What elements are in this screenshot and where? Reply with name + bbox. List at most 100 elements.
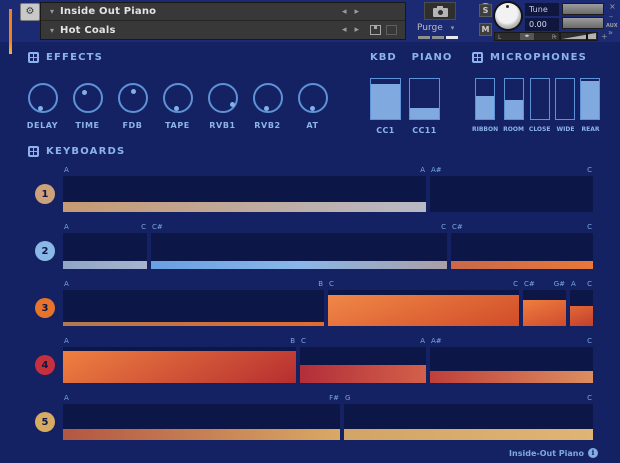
prev-instrument-button[interactable]: ◂ xyxy=(341,7,347,17)
slider-room[interactable] xyxy=(503,78,524,120)
zone-high-note: B xyxy=(290,337,295,345)
slider-cc1[interactable] xyxy=(370,78,401,120)
zone-level-fill xyxy=(63,261,147,269)
zone-high-note: A xyxy=(420,166,425,174)
volume-plus[interactable]: + xyxy=(600,32,608,41)
knob-dial[interactable] xyxy=(207,83,238,113)
knob-label: AT xyxy=(306,121,319,130)
effect-knob-fdb[interactable]: FDB xyxy=(110,83,155,130)
zone-2-2[interactable]: C# C xyxy=(151,223,447,269)
chevron-down-icon: ▾ xyxy=(450,24,455,32)
effect-knob-delay[interactable]: DELAY xyxy=(20,83,65,130)
knob-dial[interactable] xyxy=(162,83,193,113)
effect-knob-rvb2[interactable]: RVB2 xyxy=(245,83,290,130)
slider-fill xyxy=(504,100,523,119)
save-preset-icon[interactable] xyxy=(370,25,381,35)
slider-close[interactable] xyxy=(529,78,550,120)
tune-knob[interactable] xyxy=(495,3,521,29)
zone-box[interactable] xyxy=(451,233,593,269)
solo-button[interactable]: S xyxy=(479,4,492,17)
zone-box[interactable] xyxy=(63,404,340,440)
zone-box[interactable] xyxy=(328,290,519,326)
preset-title-row[interactable]: ▾ Hot Coals ◂ ▸ xyxy=(41,21,405,39)
keyboards-title: KEYBOARDS xyxy=(46,146,126,157)
forward-icon[interactable]: » xyxy=(608,28,613,37)
zone-box[interactable] xyxy=(300,347,426,383)
snapshot-camera-button[interactable] xyxy=(424,2,456,20)
kbd-piano-sliders: CC1 CC11 xyxy=(370,78,440,135)
minimize-icon[interactable]: – xyxy=(609,12,613,21)
keyboard-number-badge[interactable]: 2 xyxy=(35,241,55,261)
zone-1-2[interactable]: A# C xyxy=(430,166,593,212)
effect-knob-tape[interactable]: TAPE xyxy=(155,83,200,130)
knob-dial[interactable] xyxy=(252,83,283,113)
zone-low-note: A# xyxy=(431,337,442,345)
close-icon[interactable]: × xyxy=(609,2,616,11)
zone-box[interactable] xyxy=(430,347,593,383)
pan-slider[interactable]: L ◂▸ R xyxy=(494,32,560,41)
keyboard-number-badge[interactable]: 4 xyxy=(35,355,55,375)
tune-value[interactable]: 0.00 xyxy=(525,18,559,31)
zone-5-1[interactable]: A F# xyxy=(63,394,340,440)
slider-fill xyxy=(476,96,495,119)
zone-3-3[interactable]: C# G# xyxy=(523,280,566,326)
zone-box[interactable] xyxy=(344,404,593,440)
keyboard-zones: A B C C C# G# A C xyxy=(63,280,593,326)
keyboard-number-badge[interactable]: 5 xyxy=(35,412,55,432)
prev-preset-button[interactable]: ◂ xyxy=(341,25,347,35)
volume-track[interactable] xyxy=(559,32,598,41)
instrument-title-row[interactable]: ▾ Inside Out Piano ◂ ▸ xyxy=(41,3,405,21)
zone-box[interactable] xyxy=(63,176,426,212)
effect-knob-at[interactable]: AT xyxy=(290,83,335,130)
knob-label: TAPE xyxy=(165,121,190,130)
zone-box[interactable] xyxy=(63,347,296,383)
effect-knob-rvb1[interactable]: RVB1 xyxy=(200,83,245,130)
slider-cc11[interactable] xyxy=(409,78,440,120)
slider-unit-cc11: CC11 xyxy=(409,78,440,135)
knob-dial[interactable] xyxy=(72,83,103,113)
kbd-piano-section: KBD PIANO CC1 CC11 xyxy=(370,52,452,135)
effect-knob-time[interactable]: TIME xyxy=(65,83,110,130)
keyboard-row-3: 3 A B C C C# G# A C xyxy=(35,280,593,326)
pan-handle[interactable]: ◂▸ xyxy=(520,33,534,40)
mute-button[interactable]: M xyxy=(479,23,492,36)
aux-button[interactable]: AUX xyxy=(606,23,618,29)
zone-box[interactable] xyxy=(570,290,593,326)
slider-label: CC11 xyxy=(412,126,437,135)
zone-level-fill xyxy=(344,429,593,440)
slider-wide[interactable] xyxy=(555,78,576,120)
knob-dial[interactable] xyxy=(117,83,148,113)
slider-rear[interactable] xyxy=(580,78,601,120)
zone-box[interactable] xyxy=(151,233,447,269)
zone-2-3[interactable]: C# C xyxy=(451,223,593,269)
volume-minus[interactable]: - xyxy=(554,32,557,41)
settings-icon[interactable]: ⚙ xyxy=(20,3,40,21)
purge-dropdown[interactable]: Purge ▾ xyxy=(417,23,455,33)
next-instrument-button[interactable]: ▸ xyxy=(354,7,359,17)
knob-dial[interactable] xyxy=(297,83,328,113)
zone-box[interactable] xyxy=(523,290,566,326)
zone-level-fill xyxy=(451,261,593,269)
zone-box[interactable] xyxy=(430,176,593,212)
knob-dial[interactable] xyxy=(27,83,58,113)
zone-low-note: G xyxy=(345,394,351,402)
knob-indicator-dot xyxy=(264,106,270,112)
zone-box[interactable] xyxy=(63,290,324,326)
volume-slider[interactable]: - + xyxy=(554,32,608,41)
zone-note-labels: A F# xyxy=(63,394,340,404)
keyboard-number-badge[interactable]: 3 xyxy=(35,298,55,318)
next-preset-button[interactable]: ▸ xyxy=(354,25,359,35)
slider-ribbon[interactable] xyxy=(475,78,496,120)
brand-badge-icon[interactable]: i xyxy=(588,448,598,458)
keyboard-number-badge[interactable]: 1 xyxy=(35,184,55,204)
zone-box[interactable] xyxy=(63,233,147,269)
zone-4-3[interactable]: A# C xyxy=(430,337,593,383)
